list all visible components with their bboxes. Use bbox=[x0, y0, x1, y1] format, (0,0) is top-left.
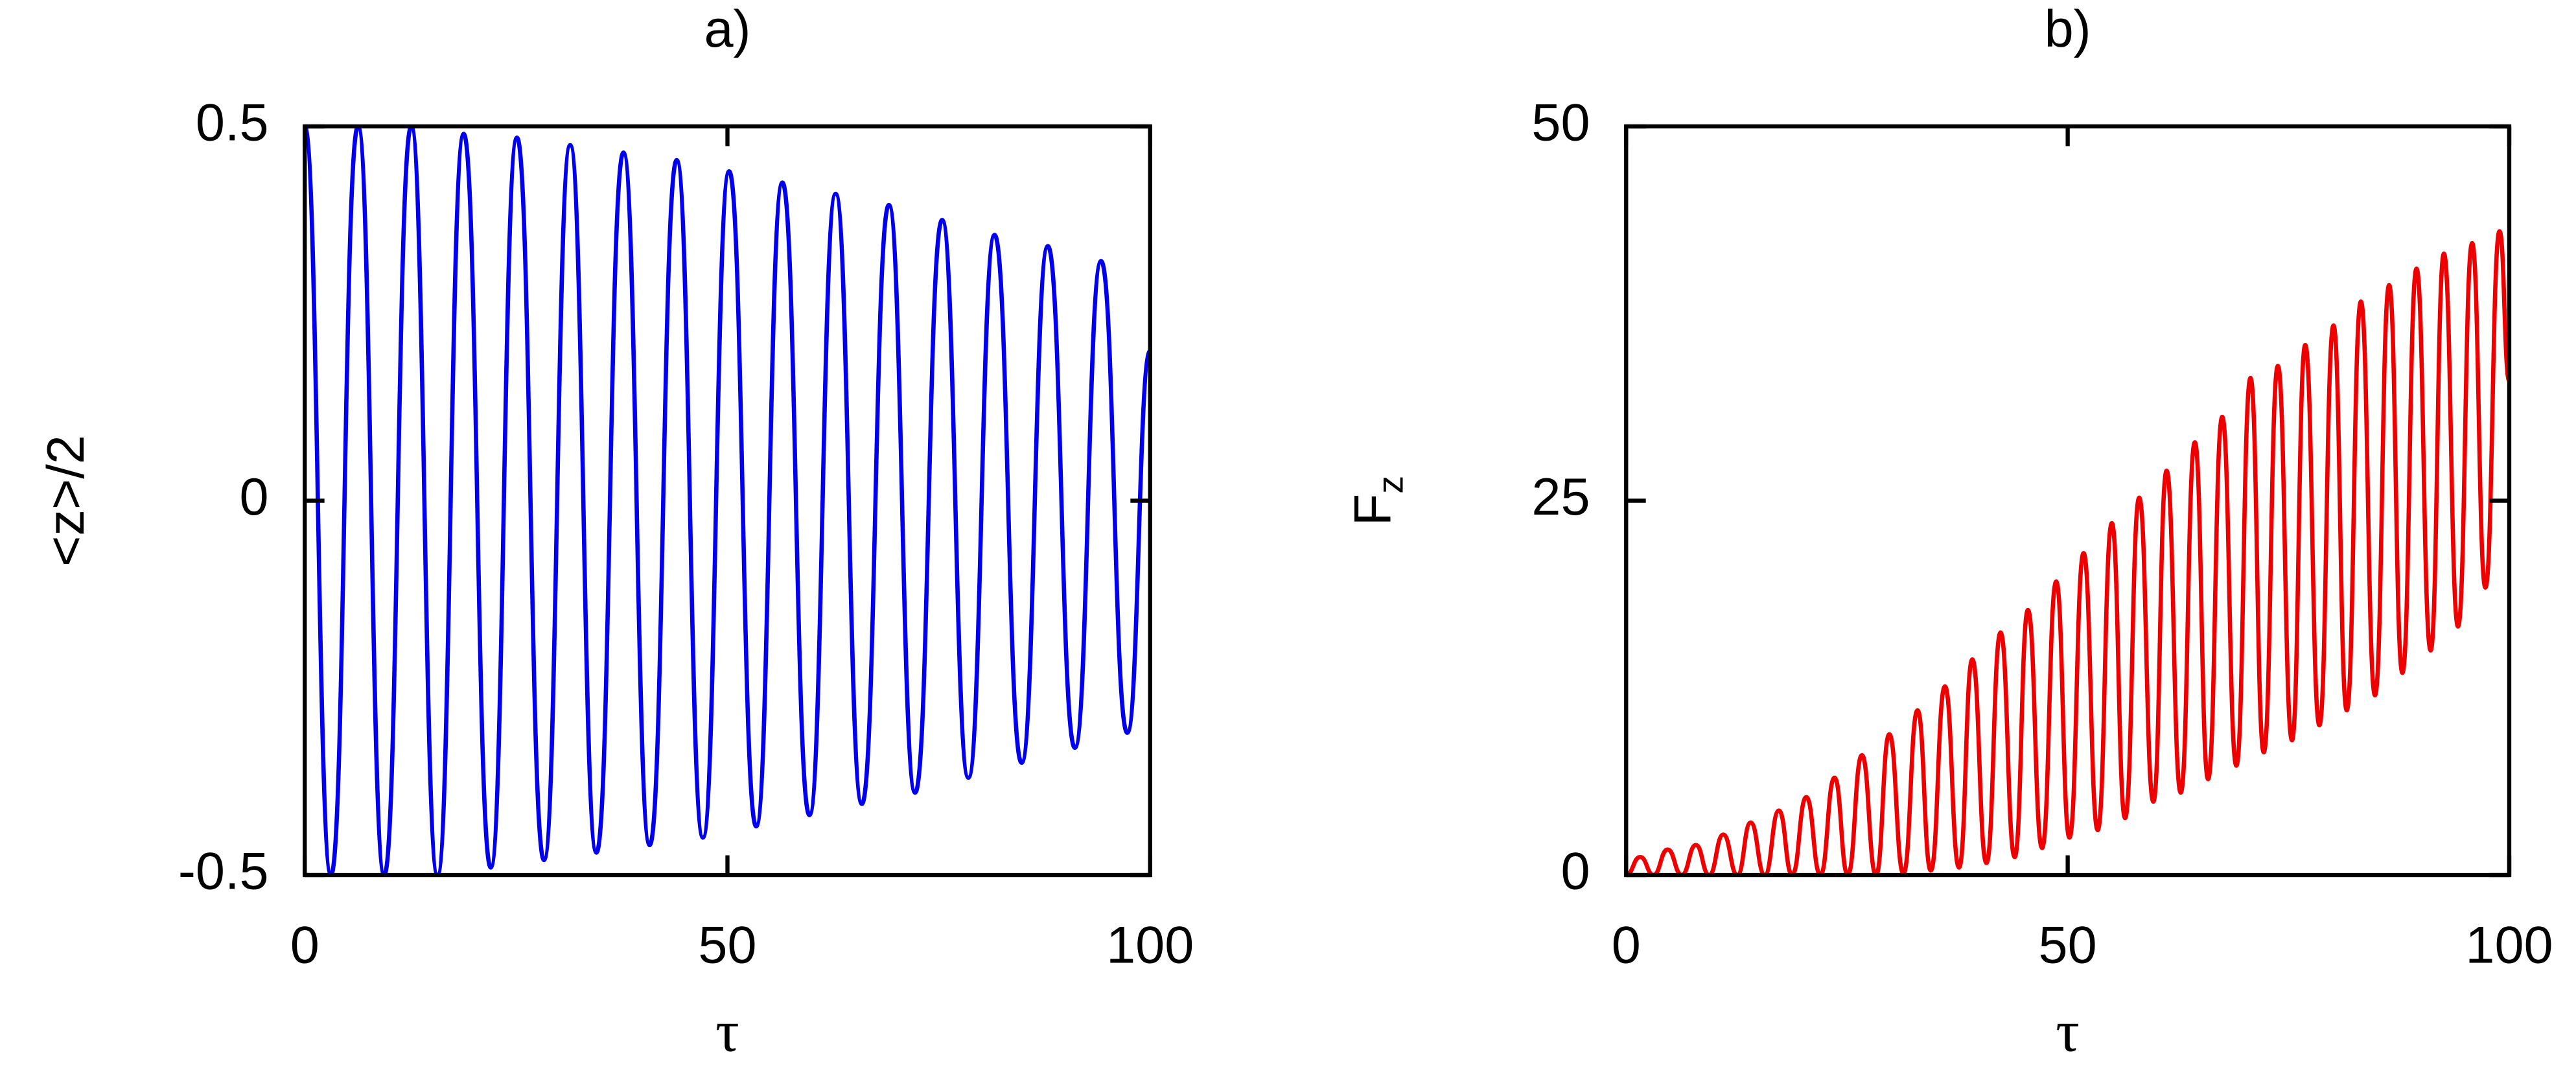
y-axis-label-subscript: z bbox=[1370, 476, 1410, 494]
x-tick-label: 50 bbox=[2039, 916, 2097, 974]
y-tick-label: 0 bbox=[239, 468, 268, 526]
x-tick-label: 50 bbox=[698, 916, 756, 974]
y-axis-label-main: <z>/2 bbox=[37, 435, 95, 566]
y-tick-label: 0 bbox=[1561, 842, 1590, 900]
x-tick-label: 0 bbox=[1612, 916, 1641, 974]
chart-title: b) bbox=[2045, 0, 2091, 58]
y-axis-label: <z>/2 bbox=[37, 435, 95, 566]
y-axis-label: Fz bbox=[1344, 476, 1411, 526]
data-line bbox=[1626, 229, 2509, 876]
y-tick-label: 0.5 bbox=[196, 93, 269, 152]
chart-title: a) bbox=[704, 0, 750, 58]
y-tick-label: 25 bbox=[1531, 468, 1590, 526]
y-tick-label: -0.5 bbox=[178, 842, 269, 900]
data-line bbox=[305, 126, 1150, 876]
y-axis-label-main: F bbox=[1344, 494, 1402, 526]
x-axis-label: τ bbox=[2056, 999, 2080, 1064]
plot-frame bbox=[1624, 124, 2512, 878]
x-tick-label: 100 bbox=[2465, 916, 2553, 974]
x-tick-label: 100 bbox=[1106, 916, 1194, 974]
x-axis-label: τ bbox=[715, 999, 739, 1064]
y-tick-label: 50 bbox=[1531, 93, 1590, 152]
x-tick-label: 0 bbox=[290, 916, 319, 974]
